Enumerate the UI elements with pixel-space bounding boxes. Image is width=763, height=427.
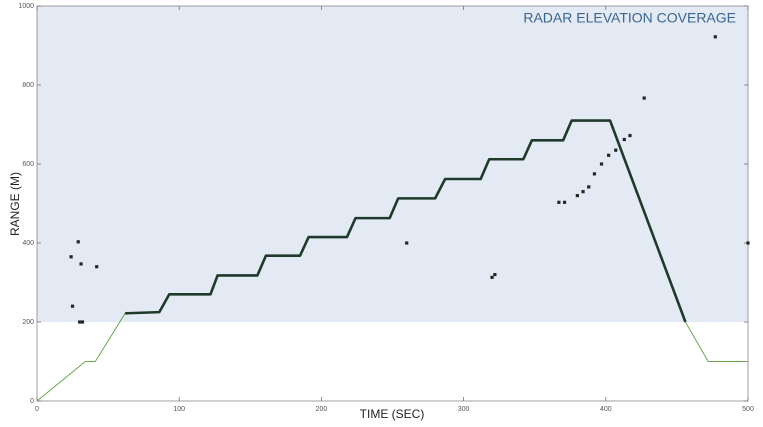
measurement-point: [557, 200, 561, 204]
x-tick-label: 300: [458, 406, 470, 413]
plot-frame: [36, 5, 749, 402]
y-tick-label: 800: [22, 82, 34, 89]
measurement-point: [607, 153, 611, 157]
measurement-point: [713, 35, 717, 39]
measurement-point: [70, 304, 75, 308]
y-tick-label: 200: [22, 319, 34, 326]
measurement-point: [69, 255, 73, 259]
track-line: [125, 119, 687, 323]
y-axis-title: RANGE (M): [8, 172, 22, 236]
measurement-point: [490, 275, 494, 279]
measurement-point: [562, 200, 567, 204]
y-tick-label: 400: [22, 240, 34, 247]
measurement-point: [76, 240, 80, 244]
y-tick-label: 600: [22, 161, 34, 168]
y-tick-label: 1000: [18, 3, 34, 10]
measurement-point: [575, 194, 579, 198]
measurement-point: [493, 273, 497, 277]
measurement-point: [642, 96, 646, 100]
x-tick-label: 100: [173, 406, 185, 413]
measurement-point: [95, 265, 99, 269]
measurement-point: [587, 185, 591, 189]
x-tick-label: 500: [742, 406, 754, 413]
measurement-point: [78, 320, 82, 324]
measurement-point: [614, 148, 618, 152]
measurement-point: [592, 172, 597, 176]
measurement-point: [599, 162, 604, 166]
x-axis-title: TIME (SEC): [360, 407, 425, 421]
measurement-point: [405, 241, 409, 245]
x-tick-label: 200: [316, 406, 328, 413]
measurement-point: [622, 137, 626, 142]
annotation: RADAR ELEVATION COVERAGE: [523, 10, 736, 26]
y-tick-label: 0: [30, 398, 34, 405]
measurement-point: [581, 190, 585, 194]
x-tick-label: 400: [600, 406, 612, 413]
coverage-band: [37, 6, 748, 322]
measurement-point: [79, 262, 83, 266]
measurement-point: [746, 241, 750, 245]
x-tick-label: 0: [35, 406, 39, 413]
measurement-point: [80, 320, 85, 324]
measurement-point: [628, 133, 632, 138]
